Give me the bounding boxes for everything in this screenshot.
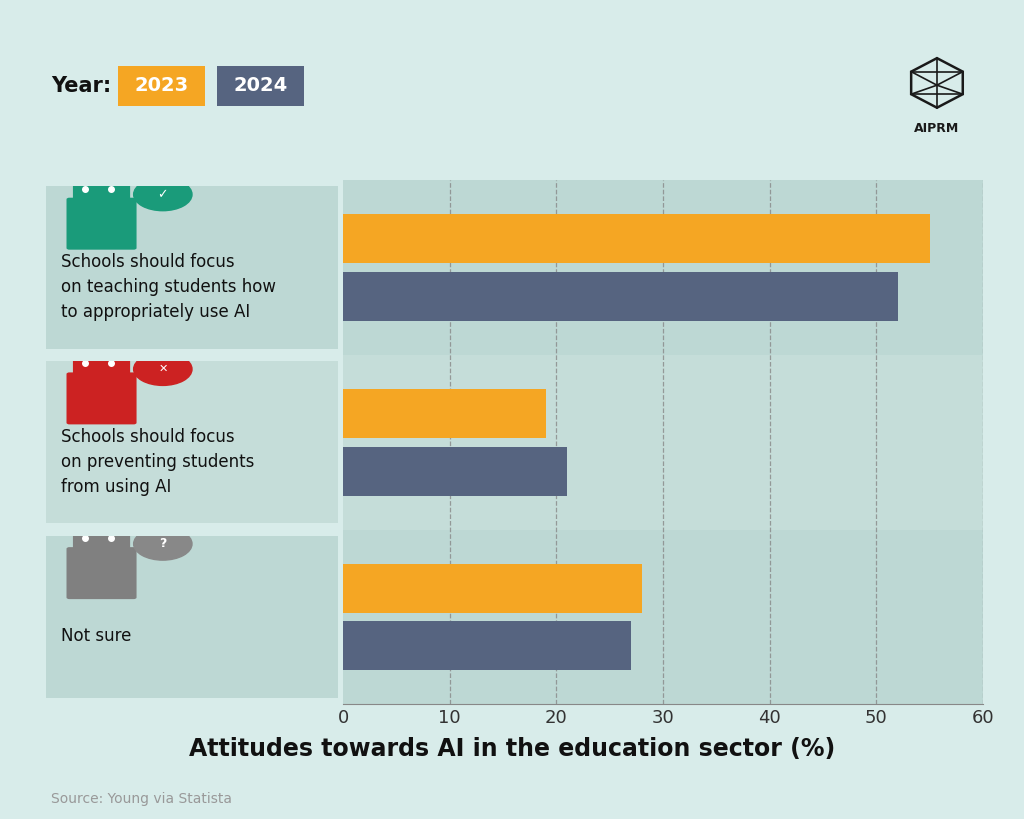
Bar [343, 355, 983, 530]
FancyBboxPatch shape [67, 373, 136, 424]
Bar [343, 272, 898, 321]
Bar [343, 563, 642, 613]
Text: Source: Young via Statista: Source: Young via Statista [51, 791, 232, 806]
Bar [343, 215, 930, 263]
Text: ✕: ✕ [158, 364, 168, 374]
FancyBboxPatch shape [73, 176, 130, 201]
Text: Schools should focus
on preventing students
from using AI: Schools should focus on preventing stude… [60, 428, 254, 495]
FancyBboxPatch shape [67, 547, 136, 600]
Bar [343, 389, 546, 438]
Bar [343, 446, 567, 495]
Text: 2023: 2023 [134, 76, 188, 96]
Text: Attitudes towards AI in the education sector (%): Attitudes towards AI in the education se… [188, 737, 836, 762]
Circle shape [134, 527, 193, 560]
FancyBboxPatch shape [73, 351, 130, 376]
Circle shape [134, 179, 193, 210]
FancyBboxPatch shape [73, 525, 130, 550]
Text: AIPRM: AIPRM [914, 122, 959, 134]
Text: Year:: Year: [51, 76, 112, 96]
Text: ?: ? [159, 537, 167, 550]
Bar [343, 180, 983, 355]
Text: ✓: ✓ [158, 188, 168, 201]
Text: 2024: 2024 [233, 76, 288, 96]
Bar [343, 530, 983, 704]
Bar [343, 622, 631, 670]
Circle shape [134, 353, 193, 386]
FancyBboxPatch shape [67, 197, 136, 250]
Text: Schools should focus
on teaching students how
to appropriately use AI: Schools should focus on teaching student… [60, 253, 275, 321]
Text: Not sure: Not sure [60, 627, 131, 645]
